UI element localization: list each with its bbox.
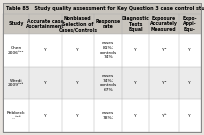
- Text: Yᵃ: Yᵃ: [162, 81, 166, 85]
- Bar: [3, 34, 201, 67]
- Text: Y: Y: [188, 114, 191, 118]
- Text: Y: Y: [188, 81, 191, 85]
- Text: Y: Y: [44, 81, 47, 85]
- Bar: [3, 99, 201, 132]
- Text: cases
78%;: cases 78%;: [102, 111, 114, 120]
- Text: Y: Y: [76, 48, 79, 52]
- Text: Y: Y: [188, 48, 191, 52]
- Text: Y: Y: [134, 48, 137, 52]
- Text: cases
74%;
controls
67%: cases 74%; controls 67%: [100, 74, 117, 92]
- Text: Exposure
Accurately
Measured: Exposure Accurately Measured: [150, 16, 178, 32]
- Text: Rebbeck
...³⁰⁶: Rebbeck ...³⁰⁶: [7, 111, 25, 120]
- Bar: [3, 67, 201, 99]
- Text: Werdi
2009³⁰⁵: Werdi 2009³⁰⁵: [8, 79, 24, 87]
- Text: Response
rate: Response rate: [96, 19, 121, 29]
- Text: Expo-
Appi-
Equ-: Expo- Appi- Equ-: [183, 16, 197, 32]
- Bar: [3, 14, 201, 34]
- Text: cases
81%;
controls
74%: cases 81%; controls 74%: [100, 41, 117, 59]
- Text: Yᵇ: Yᵇ: [162, 114, 166, 118]
- Text: Y: Y: [134, 81, 137, 85]
- Text: Nonbiased
Selection of
Cases/Controls: Nonbiased Selection of Cases/Controls: [58, 16, 97, 32]
- Text: Table 85   Study quality assessment for Key Question 3 case control studies: Table 85 Study quality assessment for Ke…: [6, 6, 204, 11]
- Text: Chen
2006³¹⁴: Chen 2006³¹⁴: [8, 46, 24, 55]
- Text: Y: Y: [134, 114, 137, 118]
- Text: Y: Y: [76, 114, 79, 118]
- Text: Accurate case
Ascertainment: Accurate case Ascertainment: [26, 19, 64, 29]
- Text: Y: Y: [44, 48, 47, 52]
- Text: Study: Study: [8, 21, 24, 26]
- Text: Y: Y: [76, 81, 79, 85]
- Text: Diagnostic
Tests
Equal: Diagnostic Tests Equal: [122, 16, 150, 32]
- Text: Y: Y: [44, 114, 47, 118]
- Bar: [3, 3, 201, 14]
- Text: Yᵃ: Yᵃ: [162, 48, 166, 52]
